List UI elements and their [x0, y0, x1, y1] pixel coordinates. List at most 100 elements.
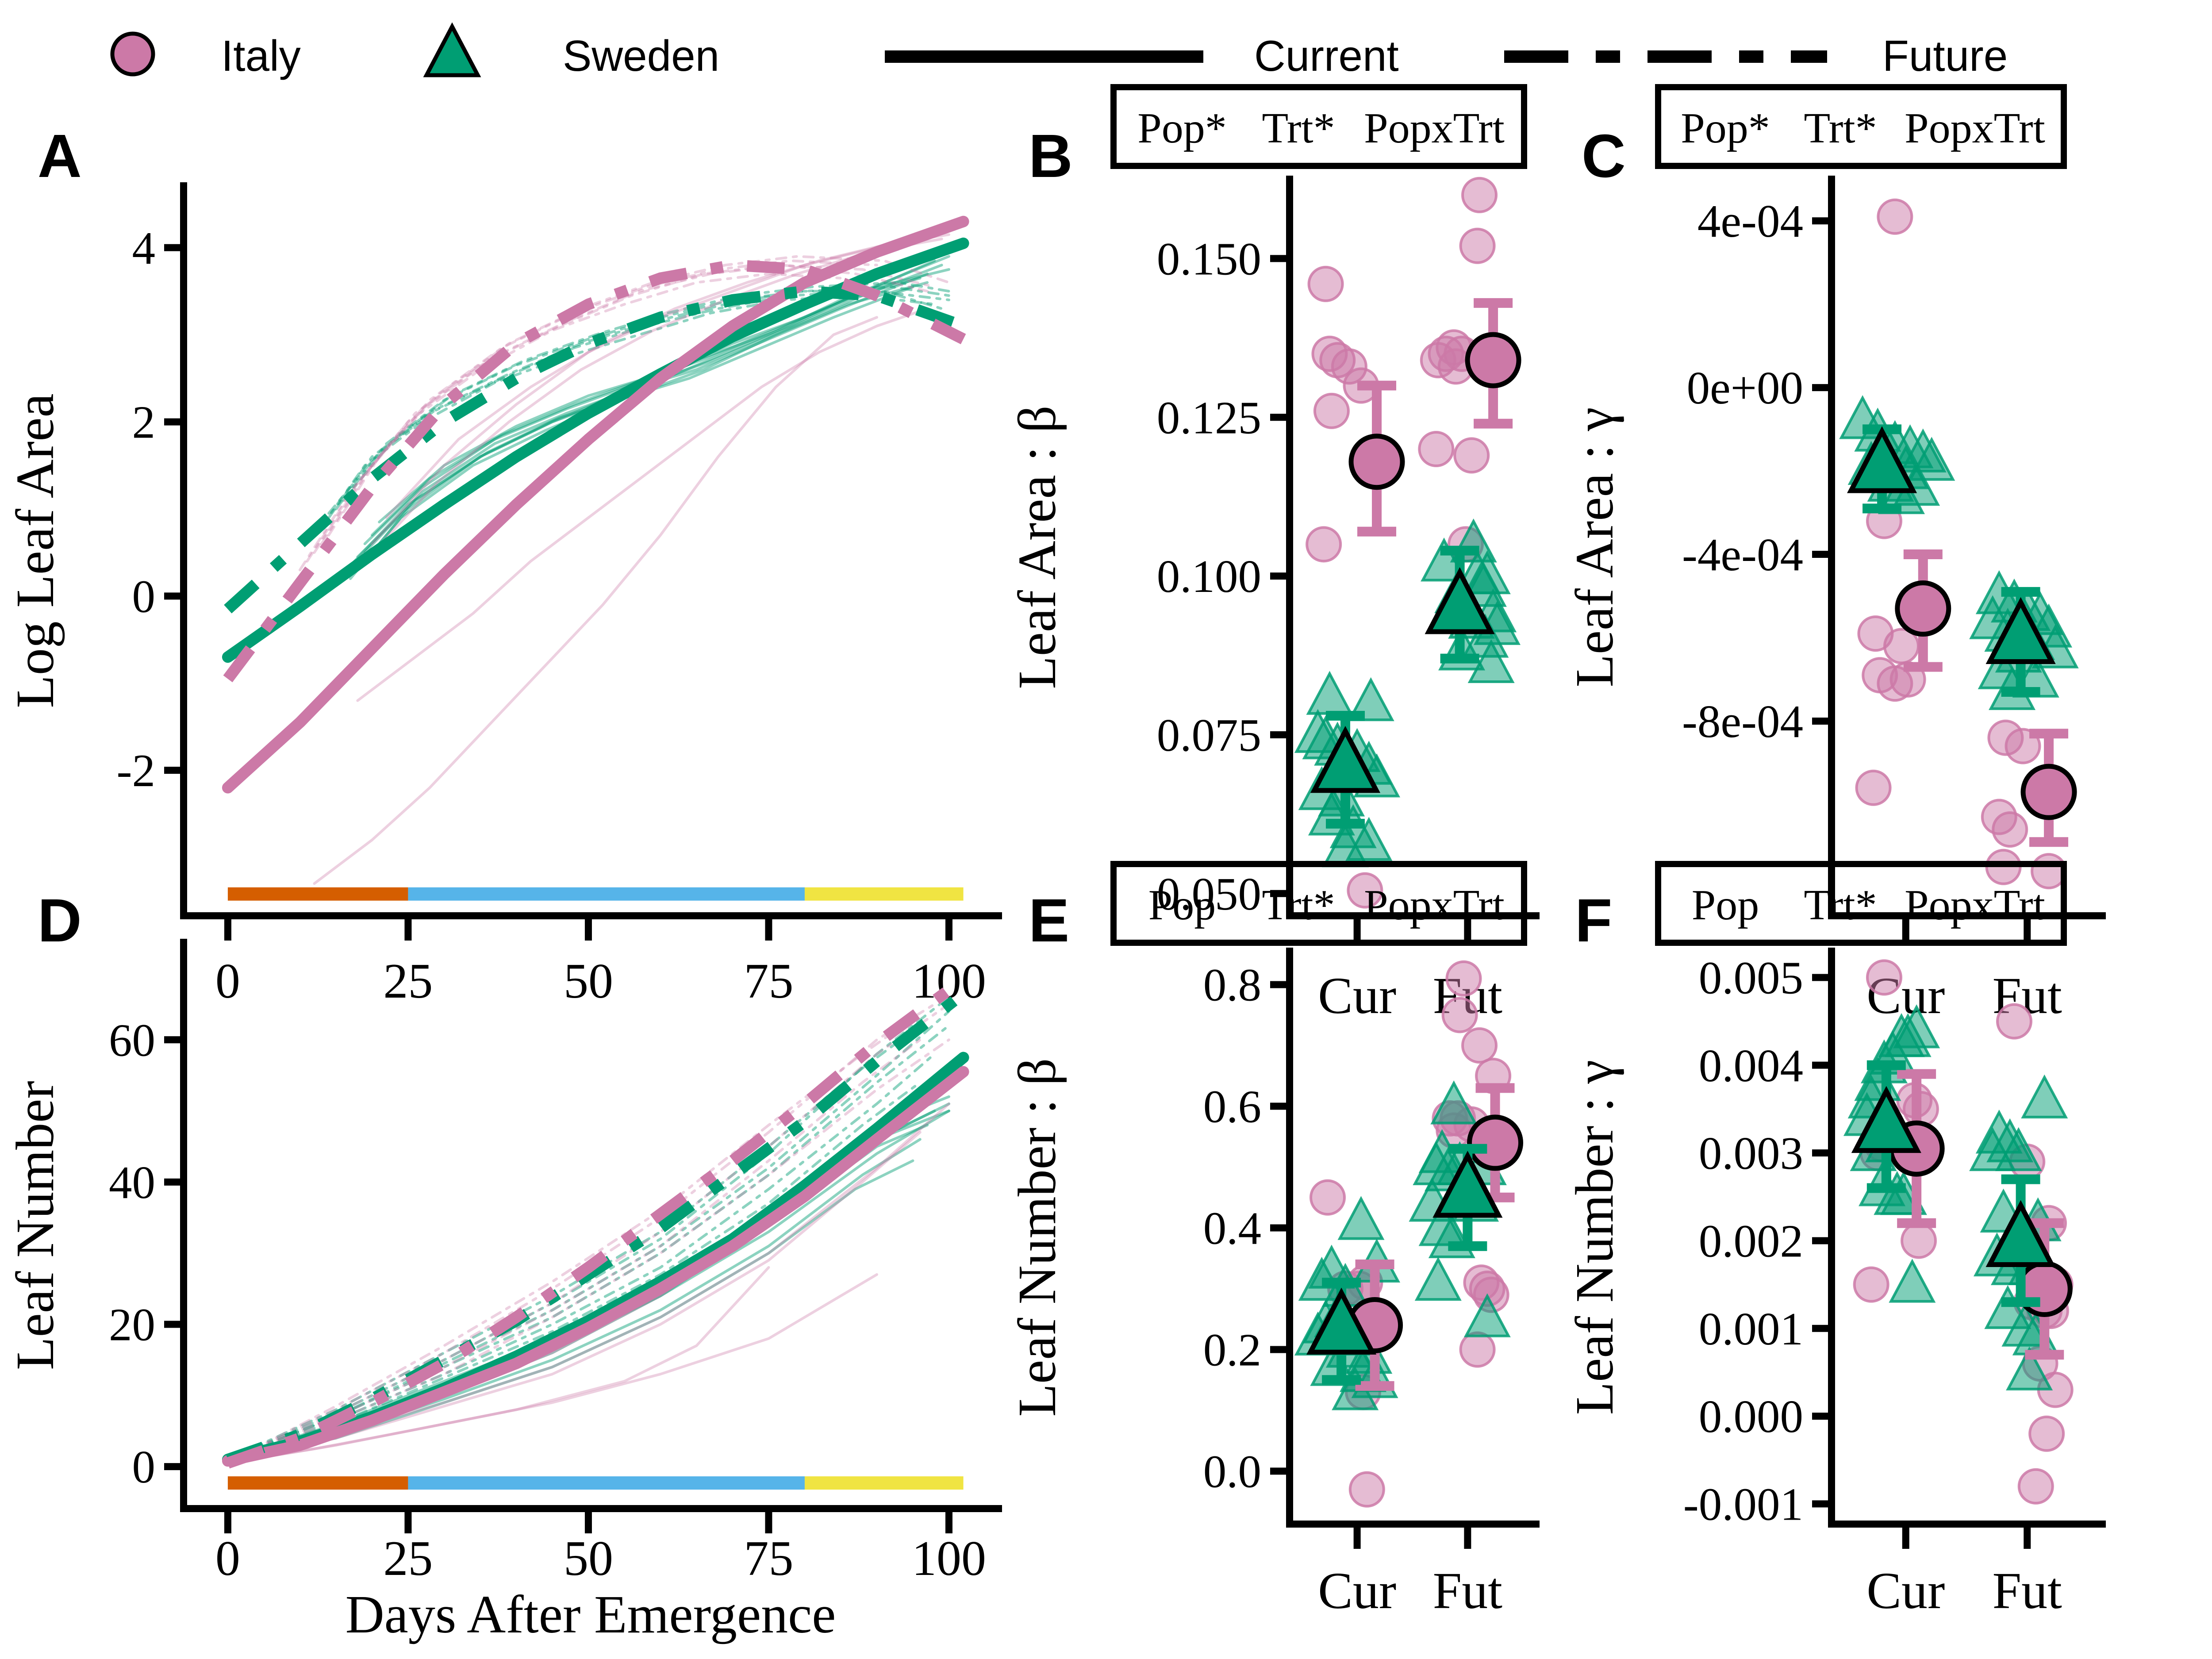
category-label-cur-E: Cur — [1318, 1562, 1396, 1620]
mean-marker-italy-C — [2020, 764, 2077, 820]
panel-A: 0 25 50 75 100 — [215, 215, 986, 1009]
data-point-sweden-E — [1414, 1256, 1462, 1301]
legend-italy-circle-icon — [110, 31, 155, 77]
header-f-popxtrt: PopxTrt — [1905, 881, 2045, 929]
legend-sweden-label: Sweden — [563, 31, 719, 80]
data-point-sweden-B — [1467, 639, 1515, 684]
data-point-sweden-F — [2021, 1074, 2068, 1119]
mean-marker-italy-B — [1348, 434, 1405, 490]
category-label-cur-F: Cur — [1866, 1562, 1945, 1620]
y-tick-label-B: 0.050 — [1157, 868, 1261, 920]
x-tick-label-A: 50 — [564, 954, 613, 1009]
data-point-italy-C — [1992, 811, 2028, 848]
data-point-italy-B — [1459, 227, 1496, 264]
mean-marker-sweden-B — [1310, 726, 1381, 793]
y-axis-title-d: Leaf Number — [5, 1081, 65, 1370]
mean-marker-sweden-E — [1306, 1287, 1377, 1355]
header-f-trt: Trt* — [1804, 881, 1877, 929]
data-point-sweden-B — [1347, 677, 1394, 722]
y-tick-label-B: 0.100 — [1157, 550, 1261, 602]
stage-bar-segment-D-1 — [408, 1476, 805, 1490]
y-tick-label-D: 40 — [109, 1156, 155, 1208]
y-axis-title-c: Leaf Area : γ — [1565, 407, 1624, 687]
mean-marker-sweden-F — [1851, 1086, 1921, 1153]
individual-line-italy-dashdot-A — [306, 264, 936, 563]
stage-bar-segment-A-2 — [804, 887, 964, 901]
individual-line-sweden-dashdot-D — [226, 995, 950, 1461]
data-point-italy-E — [1310, 1179, 1346, 1216]
data-point-italy-B — [1313, 392, 1350, 429]
panel-F: Cur Fut — [1843, 959, 2074, 1620]
data-point-sweden-C — [1908, 437, 1955, 481]
y-tick-label-A: 4 — [132, 222, 156, 274]
category-label-cur-B: Cur — [1318, 967, 1396, 1025]
individual-line-sweden-dashdot-D — [226, 1024, 950, 1461]
panel-letter-c: C — [1582, 122, 1626, 190]
y-tick-label-B: 0.125 — [1157, 392, 1261, 443]
mean-marker-italy-B — [1465, 332, 1521, 388]
data-point-italy-F — [1853, 1266, 1889, 1303]
header-c-popxtrt: PopxTrt — [1905, 104, 2045, 152]
header-b-pop: Pop* — [1137, 104, 1227, 152]
data-point-italy-E — [1461, 1027, 1498, 1064]
category-label-fut-F: Fut — [1993, 1562, 2062, 1620]
data-point-italy-B — [1347, 872, 1383, 909]
header-box-f — [1655, 861, 2067, 946]
y-tick-label-C: 0e+00 — [1687, 362, 1803, 414]
data-point-italy-E — [1459, 1331, 1496, 1368]
y-axis-title-b: Leaf Area : β — [1007, 405, 1067, 689]
mean-curve-italy-current-A — [222, 215, 969, 794]
header-e-pop: Pop — [1148, 881, 1216, 929]
stage-bar-segment-A-1 — [408, 887, 805, 901]
mean-marker-italy-E — [1467, 1114, 1524, 1171]
y-tick-label-E: 0.6 — [1203, 1081, 1261, 1133]
x-tick-label-A: 75 — [744, 954, 793, 1009]
y-tick-label-A: 0 — [132, 570, 156, 622]
data-point-italy-B — [1307, 265, 1344, 302]
individual-line-italy-solid-A — [356, 307, 929, 702]
y-tick-label-E: 0.0 — [1203, 1445, 1261, 1497]
mean-marker-sweden-E — [1432, 1151, 1503, 1218]
mean-curve-italy-future-D — [226, 975, 967, 1469]
header-box-c — [1655, 84, 2067, 169]
y-tick-label-D: 0 — [132, 1441, 156, 1493]
x-tick-label-D: 75 — [744, 1531, 793, 1586]
header-f-pop: Pop — [1692, 881, 1759, 929]
data-point-sweden-B — [1421, 538, 1468, 582]
data-point-sweden-E — [1337, 1196, 1385, 1240]
individual-line-italy-solid-D — [226, 1273, 878, 1465]
header-c-trt: Trt* — [1804, 104, 1877, 152]
y-tick-label-B: 0.075 — [1157, 709, 1261, 761]
header-e-popxtrt: PopxTrt — [1364, 881, 1505, 929]
panel-letter-b: B — [1029, 122, 1073, 190]
data-point-italy-E — [1441, 997, 1478, 1033]
y-tick-label-D: 60 — [109, 1014, 155, 1066]
data-point-italy-C — [1855, 769, 1892, 806]
mean-marker-sweden-F — [1985, 1200, 2056, 1267]
panel-letter-f: F — [1575, 887, 1612, 955]
y-tick-label-F: 0.003 — [1699, 1127, 1803, 1179]
data-point-italy-F — [1866, 959, 1902, 996]
x-tick-label-D: 25 — [383, 1531, 433, 1586]
y-tick-label-C: 4e-04 — [1697, 195, 1803, 247]
header-box-e — [1110, 861, 1527, 946]
mean-curve-italy-future-A — [223, 259, 966, 683]
legend-italy-label: Italy — [221, 31, 301, 80]
data-point-sweden-F — [2006, 1346, 2053, 1390]
individual-line-sweden-dashdot-D — [226, 1052, 936, 1461]
y-axis-title-a: Log Leaf Area — [5, 393, 65, 708]
individual-line-sweden-dashdot-D — [226, 1081, 922, 1461]
y-tick-label-F: -0.001 — [1683, 1478, 1803, 1530]
panel-E: Cur Fut — [1294, 960, 1524, 1620]
individual-line-italy-dashdot-D — [226, 1002, 950, 1465]
y-axis-title-e: Leaf Number : β — [1007, 1058, 1067, 1417]
mean-marker-sweden-C — [1847, 426, 1917, 493]
data-point-sweden-E — [1430, 1080, 1478, 1125]
y-tick-label-F: 0.001 — [1699, 1303, 1803, 1355]
legend-future-label: Future — [1882, 31, 2008, 80]
individual-line-italy-solid-A — [385, 233, 950, 519]
stage-bar-segment-D-0 — [227, 1476, 408, 1490]
